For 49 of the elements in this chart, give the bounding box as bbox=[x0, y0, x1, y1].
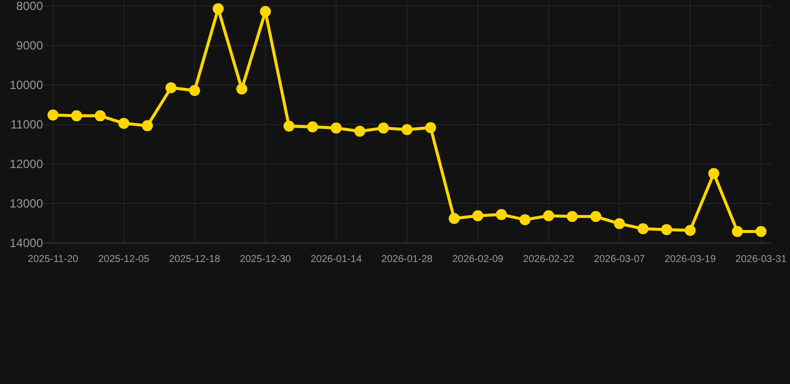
point bbox=[94, 110, 106, 122]
x-tick-label: 2026-01-14 bbox=[310, 254, 362, 265]
point bbox=[378, 122, 389, 134]
point bbox=[614, 218, 625, 230]
y-tick-label: 14000 bbox=[10, 236, 44, 250]
point bbox=[708, 168, 720, 179]
point bbox=[236, 83, 248, 94]
point bbox=[472, 210, 484, 222]
x-tick-label: 2025-12-05 bbox=[98, 254, 150, 265]
y-tick-label: 10000 bbox=[10, 78, 44, 92]
x-tick-label: 2025-12-30 bbox=[240, 254, 292, 265]
point bbox=[496, 209, 507, 220]
point bbox=[212, 3, 224, 14]
point bbox=[166, 82, 176, 94]
point bbox=[402, 124, 412, 136]
point bbox=[189, 85, 200, 96]
point bbox=[48, 110, 58, 121]
point bbox=[661, 224, 672, 236]
point bbox=[71, 110, 82, 122]
point bbox=[566, 211, 578, 222]
point bbox=[354, 126, 366, 137]
point bbox=[307, 121, 318, 132]
point bbox=[284, 120, 294, 132]
x-tick-label: 2026-03-19 bbox=[664, 254, 716, 265]
x-tick-label: 2026-02-22 bbox=[523, 254, 575, 265]
point bbox=[425, 122, 436, 134]
point bbox=[543, 210, 554, 222]
y-tick-label: 11000 bbox=[10, 118, 44, 132]
point bbox=[684, 224, 696, 236]
point bbox=[448, 213, 460, 224]
point bbox=[756, 226, 766, 238]
y-tick-label: 12000 bbox=[10, 157, 44, 172]
point bbox=[118, 118, 130, 129]
y-tick-label: 8000 bbox=[16, 0, 44, 14]
x-tick-label: 2025-12-18 bbox=[169, 254, 221, 265]
point bbox=[520, 214, 530, 226]
point bbox=[732, 226, 743, 238]
y-tick-label: 9000 bbox=[16, 38, 44, 53]
x-tick-label: 2026-03-31 bbox=[735, 254, 788, 265]
x-tick-label: 2026-01-28 bbox=[381, 254, 434, 265]
y-tick-label: 13000 bbox=[10, 196, 44, 211]
point bbox=[590, 211, 602, 222]
point bbox=[330, 122, 342, 134]
x-tick-label: 2026-03-07 bbox=[594, 254, 646, 265]
x-tick-label: 2026-02-09 bbox=[452, 254, 504, 265]
point bbox=[638, 223, 648, 234]
point bbox=[142, 120, 153, 132]
x-tick-label: 2025-11-20 bbox=[28, 254, 79, 265]
point bbox=[260, 6, 271, 18]
